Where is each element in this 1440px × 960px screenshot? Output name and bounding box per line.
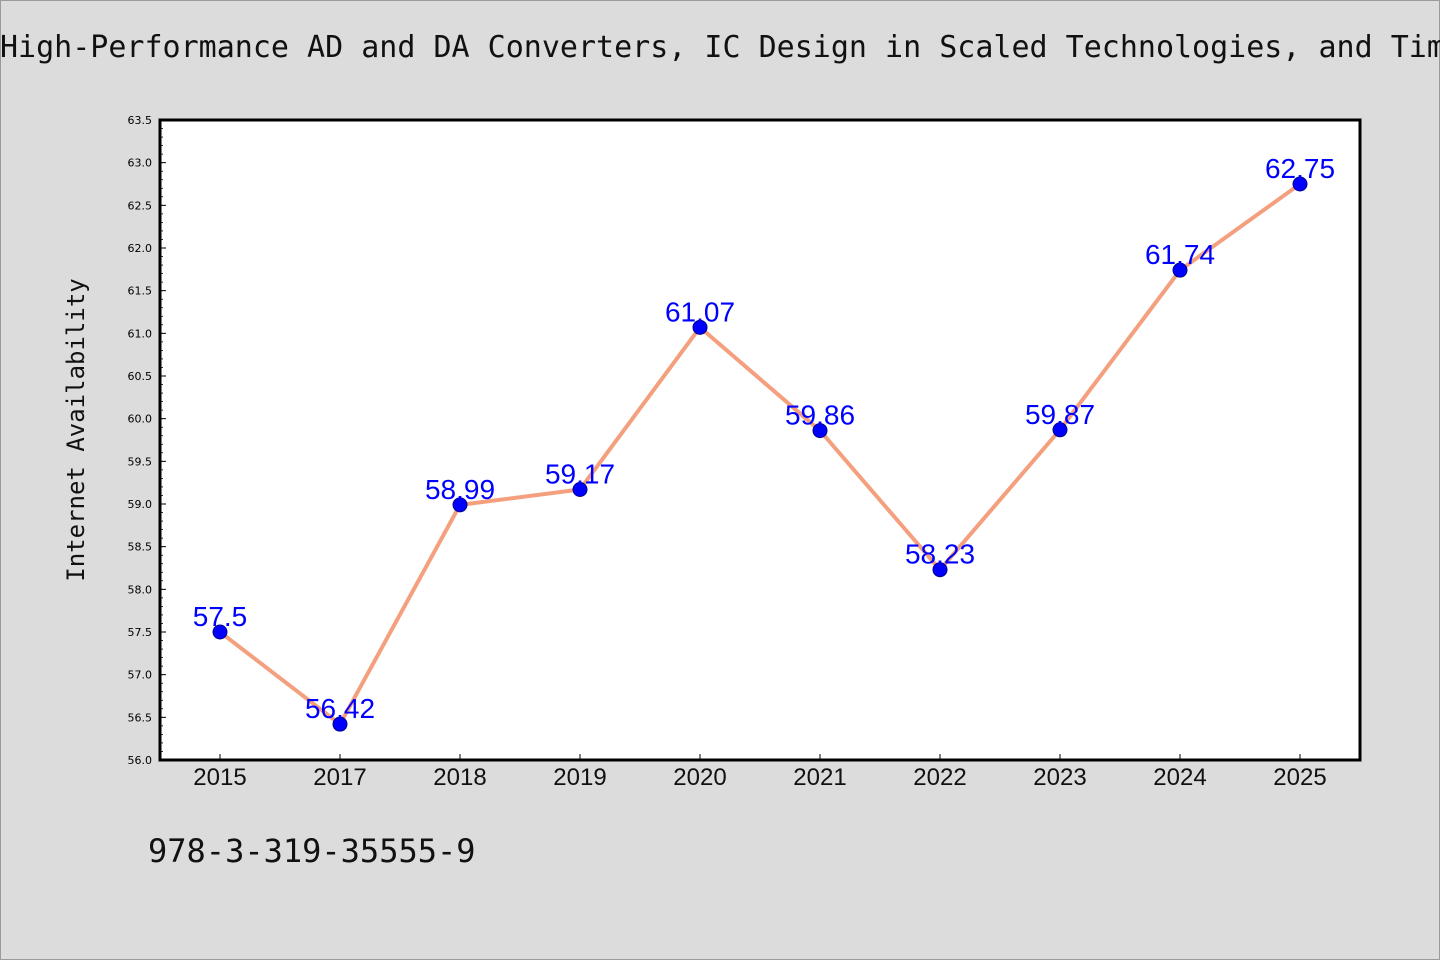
y-tick-label: 60.0 [128, 413, 153, 426]
chart-title: High-Performance AD and DA Converters, I… [0, 30, 1440, 65]
x-tick-label: 2018 [433, 764, 486, 791]
data-value-label: 62.75 [1265, 153, 1335, 184]
x-tick-label: 2023 [1033, 764, 1086, 791]
data-point-marker [332, 716, 348, 732]
y-tick-label: 58.0 [128, 583, 153, 596]
isbn-text: 978-3-319-35555-9 [148, 832, 476, 870]
x-tick-label: 2021 [793, 764, 846, 791]
data-point-marker [452, 497, 468, 513]
series-line [218, 182, 1302, 727]
y-tick-label: 62.5 [128, 199, 153, 212]
y-tick-label: 57.5 [128, 626, 153, 639]
data-point-marker [1052, 422, 1068, 438]
data-labels: 57.5 56.42 58.99 59.17 61.07 59.86 58.23 59.87 6… [193, 153, 1335, 724]
x-tick-label: 2020 [673, 764, 726, 791]
data-value-label: 61.07 [665, 296, 735, 327]
x-tick-label: 2024 [1153, 764, 1206, 791]
y-tick-label: 58.5 [128, 541, 153, 554]
data-point-marker [692, 319, 708, 335]
data-point-marker [212, 624, 228, 640]
x-tick-label: 2022 [913, 764, 966, 791]
y-tick-label: 60.5 [128, 370, 153, 383]
y-tick-label: 61.5 [128, 285, 153, 298]
x-tick-label: 2019 [553, 764, 606, 791]
x-tick-label: 2025 [1273, 764, 1326, 791]
data-value-label: 58.99 [425, 474, 495, 505]
data-value-label: 58.23 [905, 539, 975, 570]
data-point-marker [812, 423, 828, 439]
data-value-label: 59.87 [1025, 399, 1095, 430]
x-tick-label: 2015 [193, 764, 246, 791]
y-axis-label: Internet Availability [62, 278, 90, 581]
x-tick-label: 2017 [313, 764, 366, 791]
y-tick-label: 62.0 [128, 242, 153, 255]
y-tick-label: 56.0 [128, 754, 153, 767]
y-tick-label: 63.5 [128, 114, 153, 127]
y-tick-label: 59.0 [128, 498, 153, 511]
x-axis: 2015 2017 2018 2019 2020 2021 2022 2023 2024 2025 [193, 754, 1327, 791]
data-value-label: 59.86 [785, 400, 855, 431]
y-tick-label: 61.0 [128, 327, 153, 340]
y-tick-label: 63.0 [128, 157, 153, 170]
data-point-marker [932, 562, 948, 578]
plot-area [158, 118, 1362, 762]
data-value-label: 59.17 [545, 458, 615, 489]
y-tick-label: 57.0 [128, 669, 153, 682]
data-value-label: 57.5 [193, 601, 248, 632]
data-markers [212, 176, 1308, 732]
data-point-marker [572, 481, 588, 497]
data-point-marker [1172, 262, 1188, 278]
data-point-marker [1292, 176, 1308, 192]
y-axis: 56.0 56.5 57.0 57.5 58.0 58.5 59.0 59.5 60.0 60.5… [128, 114, 166, 767]
y-tick-label: 59.5 [128, 455, 153, 468]
data-value-label: 56.42 [305, 693, 375, 724]
data-value-label: 61.74 [1145, 239, 1215, 270]
y-tick-label: 56.5 [128, 711, 153, 724]
